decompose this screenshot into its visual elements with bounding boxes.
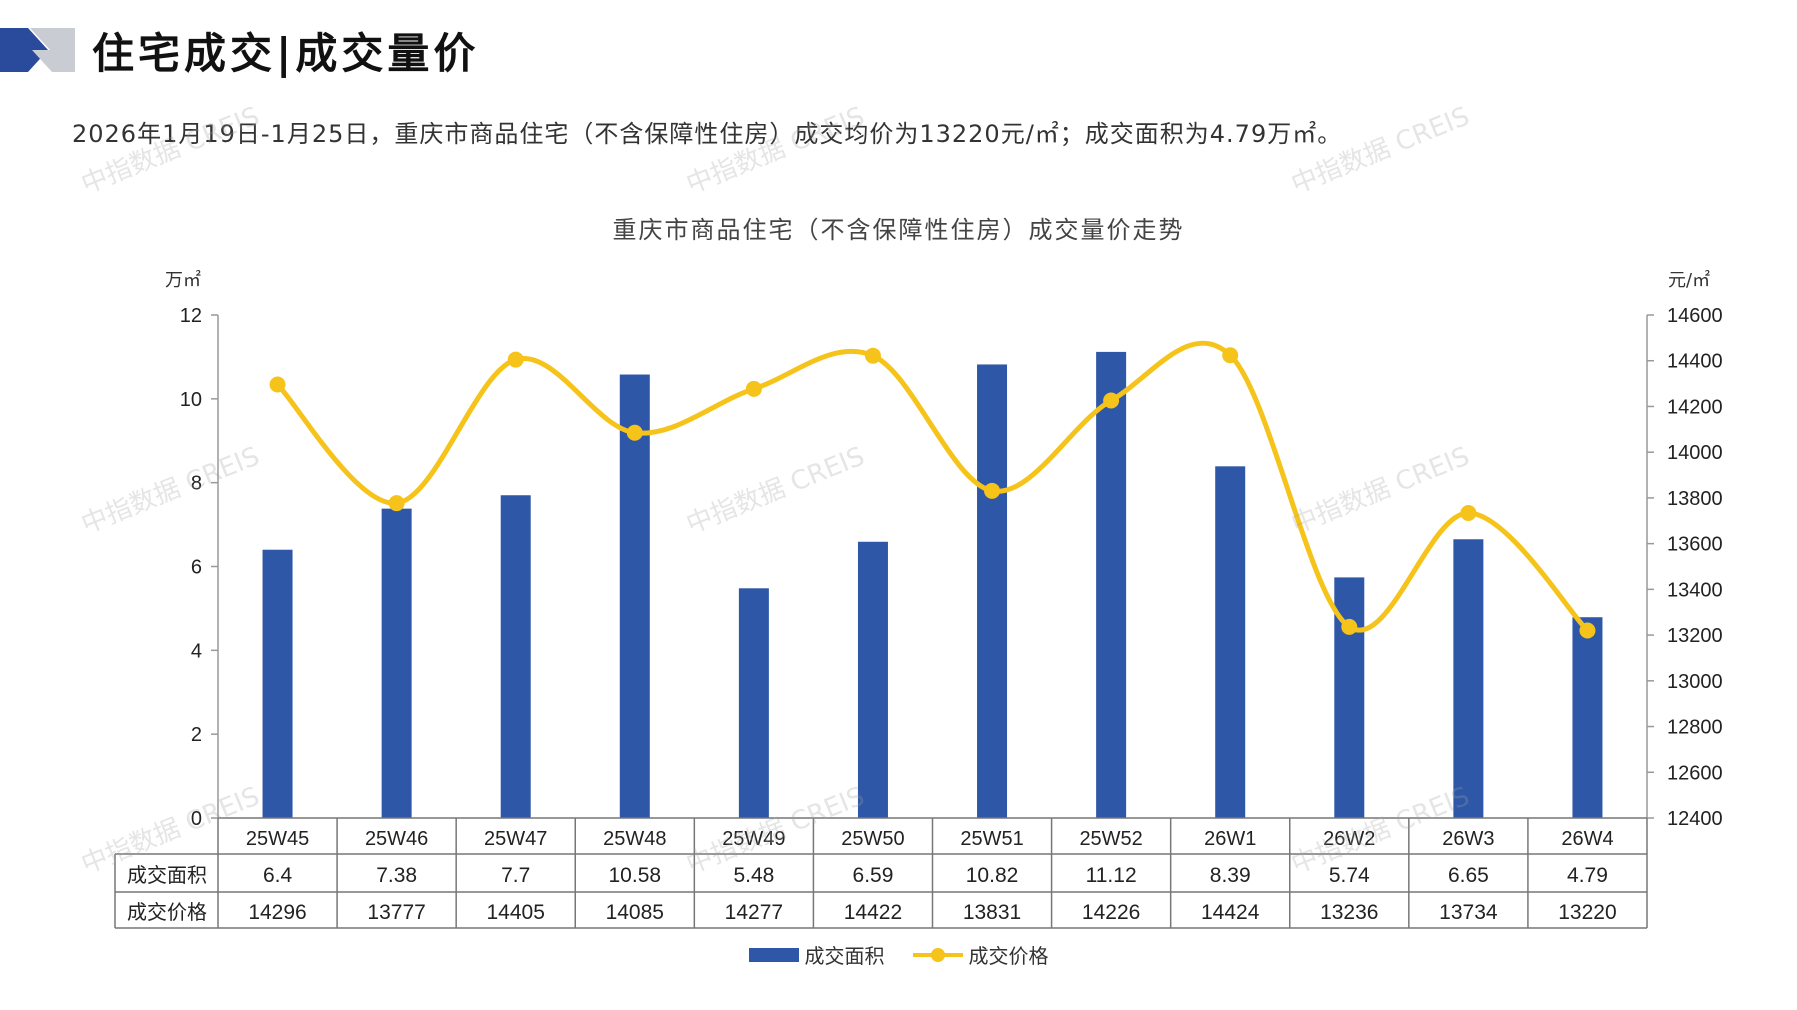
category-label-25W48: 25W48: [603, 828, 666, 850]
summary-text: 2026年1月19日-1月25日，重庆市商品住宅（不含保障性住房）成交均价为13…: [72, 120, 1343, 148]
table-cell: 5.74: [1329, 864, 1370, 887]
table-cell: 13220: [1558, 901, 1616, 924]
bar-area-25W47: [500, 495, 531, 818]
price-point-25W45: [269, 376, 286, 393]
table-cell: 10.82: [966, 864, 1019, 887]
chart-legend: 成交面积 成交价格: [0, 940, 1797, 969]
right-tick-label: 13000: [1667, 671, 1723, 693]
table-cell: 13236: [1320, 901, 1378, 924]
category-label-26W3: 26W3: [1442, 828, 1494, 850]
table-cell: 14085: [606, 901, 664, 924]
legend-item-area: 成交面积: [748, 940, 885, 969]
chart-title: 重庆市商品住宅（不含保障性住房）成交量价走势: [612, 216, 1185, 244]
bar-area-25W46: [381, 508, 412, 818]
price-line: [275, 340, 1590, 633]
right-tick-label: 13800: [1667, 488, 1723, 510]
table-row-label: 成交价格: [127, 900, 207, 924]
right-tick-label: 14200: [1667, 396, 1723, 418]
table-cell: 14226: [1082, 901, 1140, 924]
category-label-25W49: 25W49: [722, 828, 785, 850]
category-label-25W45: 25W45: [246, 828, 309, 850]
left-tick-label: 0: [191, 808, 202, 830]
table-cell: 6.4: [263, 864, 293, 887]
left-tick-label: 12: [180, 305, 202, 327]
table-cell: 7.38: [376, 864, 417, 887]
table-cell: 11.12: [1086, 864, 1137, 887]
left-axis-unit: 万㎡: [165, 270, 201, 291]
table-cell: 13734: [1439, 901, 1498, 924]
legend-item-price: 成交价格: [912, 940, 1049, 969]
price-point-26W4: [1579, 622, 1596, 639]
right-tick-label: 14400: [1667, 351, 1723, 373]
header-accent-logo: [0, 28, 75, 72]
bar-area-25W49: [738, 588, 769, 818]
page-title: 住宅成交|成交量价: [92, 29, 480, 78]
price-point-26W2: [1341, 618, 1358, 635]
price-point-25W47: [507, 351, 524, 368]
price-point-25W51: [984, 482, 1001, 499]
right-tick-label: 13400: [1667, 579, 1723, 601]
right-tick-label: 13600: [1667, 534, 1723, 556]
table-cell: 14296: [248, 901, 306, 924]
right-tick-label: 14600: [1667, 305, 1723, 327]
bar-area-26W3: [1453, 539, 1484, 818]
right-tick-label: 12800: [1667, 717, 1723, 739]
legend-swatch-line: [912, 947, 963, 962]
table-row-label: 成交面积: [127, 863, 207, 887]
bar-area-25W50: [857, 541, 888, 818]
right-tick-label: 12400: [1667, 808, 1723, 830]
left-tick-label: 10: [180, 389, 202, 411]
table-cell: 10.58: [609, 864, 662, 887]
table-cell: 6.59: [853, 864, 894, 887]
left-tick-label: 2: [191, 724, 202, 746]
legend-label-area: 成交面积: [804, 944, 885, 968]
category-label-25W46: 25W46: [365, 828, 428, 850]
right-tick-label: 12600: [1667, 762, 1723, 784]
category-label-26W4: 26W4: [1561, 828, 1613, 850]
price-point-25W50: [864, 347, 881, 364]
right-axis-unit: 元/㎡: [1668, 270, 1711, 291]
bar-area-25W52: [1096, 351, 1127, 818]
table-cell: 6.65: [1448, 864, 1489, 887]
right-tick-label: 13200: [1667, 625, 1723, 647]
bar-area-25W45: [262, 549, 293, 818]
category-label-26W1: 26W1: [1204, 828, 1256, 850]
price-point-26W1: [1222, 347, 1239, 364]
bar-area-25W51: [977, 364, 1008, 818]
table-cell: 14405: [487, 901, 545, 924]
table-cell: 7.7: [501, 864, 530, 887]
bar-area-26W4: [1572, 617, 1603, 818]
left-tick-label: 6: [191, 557, 202, 579]
price-point-25W49: [745, 380, 762, 397]
right-tick-label: 14000: [1667, 442, 1723, 464]
table-cell: 14422: [844, 901, 902, 924]
legend-swatch-bar: [748, 947, 799, 962]
table-cell: 8.39: [1210, 864, 1251, 887]
category-label-25W52: 25W52: [1079, 828, 1142, 850]
category-label-25W51: 25W51: [960, 828, 1023, 850]
table-cell: 5.48: [733, 864, 774, 887]
price-point-25W48: [626, 424, 643, 441]
table-cell: 13777: [367, 901, 425, 924]
bar-area-26W1: [1215, 466, 1246, 818]
table-cell: 4.79: [1567, 864, 1608, 887]
category-label-26W2: 26W2: [1323, 828, 1375, 850]
left-tick-label: 8: [191, 473, 202, 495]
price-point-25W46: [388, 495, 405, 512]
legend-label-price: 成交价格: [968, 944, 1049, 968]
bar-area-25W48: [619, 374, 650, 818]
table-cell: 14424: [1201, 901, 1260, 924]
left-tick-label: 4: [191, 640, 202, 662]
table-cell: 14277: [725, 901, 783, 924]
price-point-25W52: [1103, 392, 1120, 409]
price-point-26W3: [1460, 504, 1477, 521]
table-cell: 13831: [963, 901, 1021, 924]
category-label-25W50: 25W50: [841, 828, 904, 850]
category-label-25W47: 25W47: [484, 828, 547, 850]
